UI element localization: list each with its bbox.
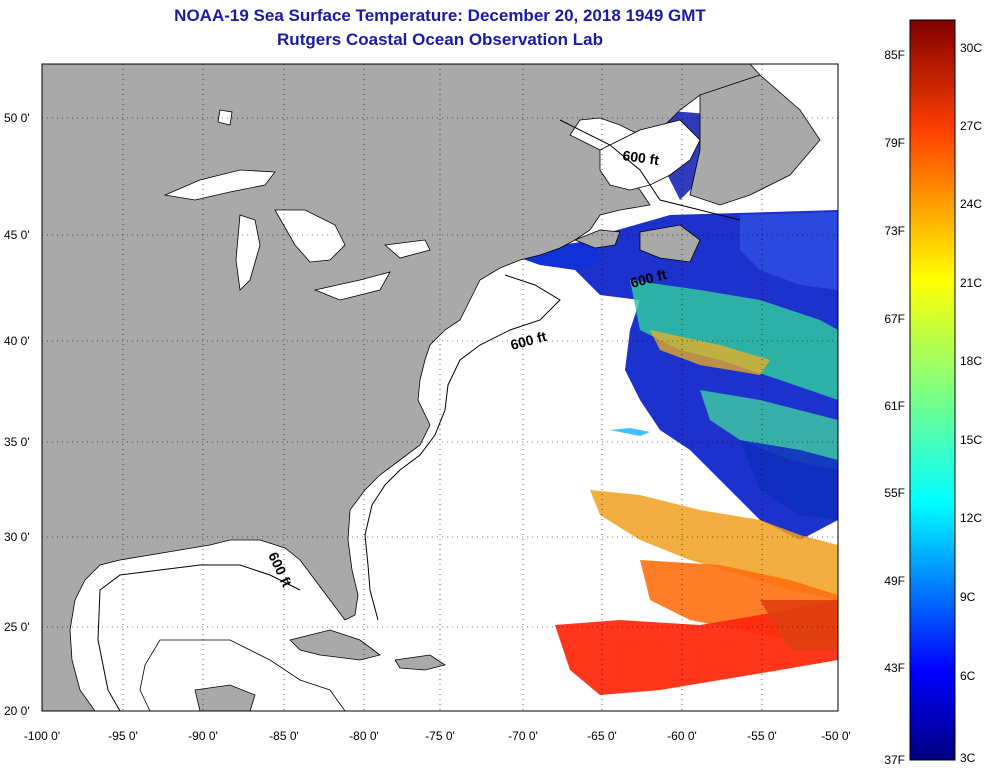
celsius-tick: 30C — [960, 41, 982, 55]
fahrenheit-tick: 67F — [884, 312, 905, 326]
celsius-tick: 12C — [960, 511, 982, 525]
celsius-tick: 9C — [960, 590, 976, 604]
celsius-tick: 6C — [960, 669, 976, 683]
lon-tick: -85 0' — [269, 729, 299, 743]
lon-tick: -55 0' — [747, 729, 777, 743]
lon-tick: -65 0' — [587, 729, 617, 743]
lat-tick: 50 0' — [4, 111, 30, 125]
fahrenheit-tick: 43F — [884, 661, 905, 675]
colorbar: 85F 79F 73F 67F 61F 55F 49F 43F 37F 30C … — [884, 19, 982, 767]
longitude-axis: -100 0' -95 0' -90 0' -85 0' -80 0' -75 … — [24, 729, 851, 743]
celsius-tick: 27C — [960, 119, 982, 133]
map-subtitle: Rutgers Coastal Ocean Observation Lab — [277, 30, 603, 49]
fahrenheit-tick: 85F — [884, 48, 905, 62]
fahrenheit-tick: 49F — [884, 574, 905, 588]
celsius-tick: 21C — [960, 276, 982, 290]
latitude-axis: 50 0' 45 0' 40 0' 35 0' 30 0' 25 0' 20 0… — [4, 111, 30, 718]
lon-tick: -90 0' — [188, 729, 218, 743]
lat-tick: 30 0' — [4, 530, 30, 544]
fahrenheit-tick: 55F — [884, 486, 905, 500]
lon-tick: -75 0' — [425, 729, 455, 743]
land-mass — [42, 64, 821, 711]
depth-contours — [97, 119, 741, 711]
lat-tick: 25 0' — [4, 620, 30, 634]
celsius-tick: 24C — [960, 197, 982, 211]
fahrenheit-tick: 79F — [884, 136, 905, 150]
map-frame — [41, 63, 839, 712]
lon-tick: -95 0' — [108, 729, 138, 743]
lat-tick: 40 0' — [4, 334, 30, 348]
lon-tick: -100 0' — [24, 729, 60, 743]
lon-tick: -70 0' — [508, 729, 538, 743]
lon-tick: -50 0' — [821, 729, 851, 743]
lat-tick: 20 0' — [4, 704, 30, 718]
celsius-tick: 15C — [960, 433, 982, 447]
map-title: NOAA-19 Sea Surface Temperature: Decembe… — [174, 6, 706, 25]
lon-tick: -60 0' — [667, 729, 697, 743]
lat-tick: 45 0' — [4, 228, 30, 242]
depth-label-newfoundland: 600 ft — [622, 147, 661, 168]
celsius-tick: 18C — [960, 354, 982, 368]
colorbar-gradient — [909, 19, 956, 761]
lon-tick: -80 0' — [349, 729, 379, 743]
lat-tick: 35 0' — [4, 435, 30, 449]
celsius-tick: 3C — [960, 751, 976, 765]
fahrenheit-tick: 37F — [884, 753, 905, 767]
great-lakes — [163, 109, 431, 301]
fahrenheit-tick: 61F — [884, 399, 905, 413]
fahrenheit-tick: 73F — [884, 224, 905, 238]
